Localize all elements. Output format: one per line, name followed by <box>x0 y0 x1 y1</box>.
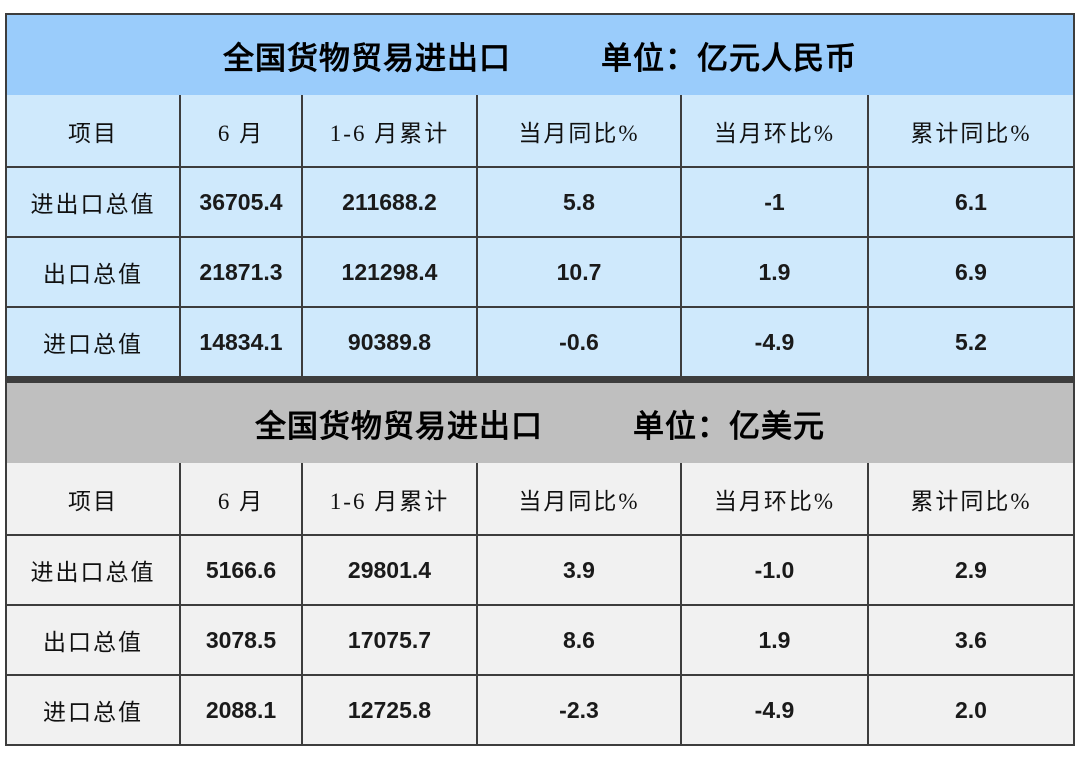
table-usd-title-banner: 全国货物贸易进出口 单位：亿美元 <box>7 383 1073 463</box>
table-rmb-section: 全国货物贸易进出口 单位：亿元人民币 项目 6 月 1-6 月累计 当月同比% … <box>7 15 1073 376</box>
table-cell: -2.3 <box>478 676 680 744</box>
table-cell: 2.9 <box>869 536 1073 604</box>
table-cell: 3078.5 <box>181 606 301 674</box>
table-cell: 10.7 <box>478 238 680 306</box>
row-label: 进口总值 <box>7 676 179 744</box>
table-cell: 21871.3 <box>181 238 301 306</box>
table-usd-section: 全国货物贸易进出口 单位：亿美元 项目 6 月 1-6 月累计 当月同比% 当月… <box>7 383 1073 744</box>
table-cell: 90389.8 <box>303 308 476 376</box>
table-cell: 36705.4 <box>181 168 301 236</box>
table-cell: 14834.1 <box>181 308 301 376</box>
column-header: 当月同比% <box>478 463 680 534</box>
table-cell: 121298.4 <box>303 238 476 306</box>
row-label: 进口总值 <box>7 308 179 376</box>
row-label: 进出口总值 <box>7 536 179 604</box>
trade-tables-sheet: 全国货物贸易进出口 单位：亿元人民币 项目 6 月 1-6 月累计 当月同比% … <box>5 13 1075 746</box>
column-header: 当月环比% <box>682 463 867 534</box>
table-cell: 6.9 <box>869 238 1073 306</box>
table-cell: -1 <box>682 168 867 236</box>
table-cell: 2.0 <box>869 676 1073 744</box>
table-usd-unit-label: 单位：亿美元 <box>633 408 825 444</box>
column-header: 6 月 <box>181 95 301 166</box>
table-rmb-grid: 项目 6 月 1-6 月累计 当月同比% 当月环比% 累计同比% 进出口总值 3… <box>7 95 1073 376</box>
table-cell: 1.9 <box>682 238 867 306</box>
table-usd-grid: 项目 6 月 1-6 月累计 当月同比% 当月环比% 累计同比% 进出口总值 5… <box>7 463 1073 744</box>
table-rmb-unit-label: 单位：亿元人民币 <box>601 40 857 76</box>
table-cell: 1.9 <box>682 606 867 674</box>
table-cell: 8.6 <box>478 606 680 674</box>
column-header: 当月同比% <box>478 95 680 166</box>
row-label: 出口总值 <box>7 238 179 306</box>
table-cell: 12725.8 <box>303 676 476 744</box>
column-header: 1-6 月累计 <box>303 95 476 166</box>
table-cell: 211688.2 <box>303 168 476 236</box>
row-label: 出口总值 <box>7 606 179 674</box>
column-header: 累计同比% <box>869 463 1073 534</box>
table-cell: 2088.1 <box>181 676 301 744</box>
table-cell: 5166.6 <box>181 536 301 604</box>
column-header: 项目 <box>7 463 179 534</box>
table-cell: 3.6 <box>869 606 1073 674</box>
column-header: 1-6 月累计 <box>303 463 476 534</box>
table-cell: -0.6 <box>478 308 680 376</box>
table-divider <box>7 378 1073 381</box>
column-header: 当月环比% <box>682 95 867 166</box>
table-cell: -4.9 <box>682 308 867 376</box>
table-cell: 3.9 <box>478 536 680 604</box>
table-cell: 5.8 <box>478 168 680 236</box>
table-cell: -1.0 <box>682 536 867 604</box>
table-rmb-title-banner: 全国货物贸易进出口 单位：亿元人民币 <box>7 15 1073 95</box>
table-cell: 17075.7 <box>303 606 476 674</box>
column-header: 6 月 <box>181 463 301 534</box>
table-cell: 29801.4 <box>303 536 476 604</box>
column-header: 项目 <box>7 95 179 166</box>
table-cell: -4.9 <box>682 676 867 744</box>
table-cell: 6.1 <box>869 168 1073 236</box>
column-header: 累计同比% <box>869 95 1073 166</box>
table-usd-title: 全国货物贸易进出口 <box>255 408 543 444</box>
row-label: 进出口总值 <box>7 168 179 236</box>
table-cell: 5.2 <box>869 308 1073 376</box>
table-rmb-title: 全国货物贸易进出口 <box>223 40 511 76</box>
